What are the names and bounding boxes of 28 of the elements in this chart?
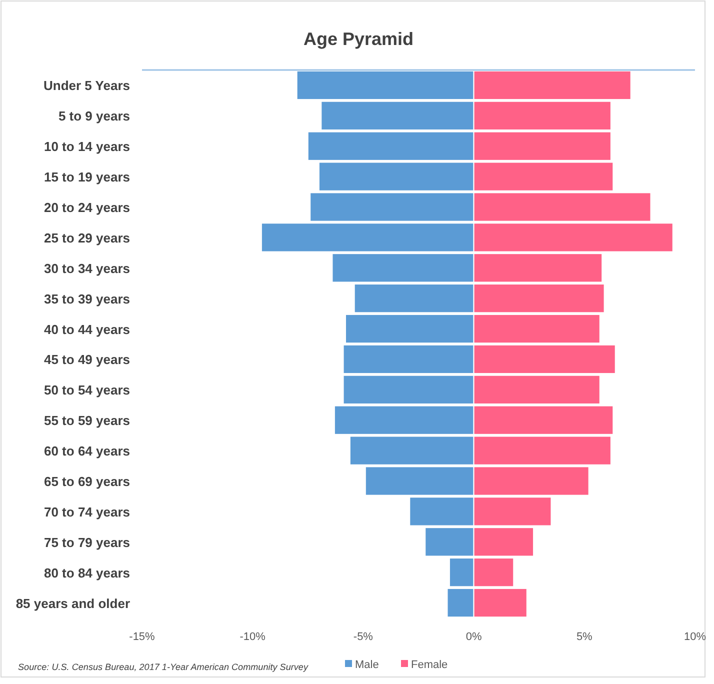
y-tick-label: 55 to 59 years	[44, 413, 130, 428]
x-tick-label: -15%	[129, 631, 156, 643]
y-tick-label: 70 to 74 years	[44, 504, 130, 520]
y-tick-label: 60 to 64 years	[44, 444, 130, 459]
y-tick-label: 45 to 49 years	[44, 352, 130, 368]
y-tick-label: Under 5 Years	[44, 78, 130, 94]
y-tick-label: 10 to 14 years	[44, 139, 130, 154]
x-tick-label: 0%	[466, 631, 482, 643]
x-tick-label: -10%	[240, 631, 266, 643]
y-tick-label: 65 to 69 years	[44, 474, 130, 489]
y-tick-label: 80 to 84 years	[44, 565, 130, 580]
y-tick-label: 35 to 39 years	[44, 291, 130, 306]
y-tick-label: 25 to 29 years	[44, 230, 130, 246]
y-tick-label: 30 to 34 years	[44, 260, 130, 276]
x-tick-label: -5%	[353, 631, 374, 643]
legend-label: Male	[355, 659, 379, 671]
y-tick-label: 20 to 24 years	[44, 200, 130, 215]
y-tick-label: 15 to 19 years	[44, 170, 130, 185]
y-tick-label: 75 to 79 years	[44, 534, 130, 550]
x-tick-label: 10%	[684, 631, 706, 643]
chart-title: Age Pyramid	[303, 29, 414, 49]
source-note: Source: U.S. Census Bureau, 2017 1-Year American Community Survey	[18, 662, 308, 672]
y-tick-label: 40 to 44 years	[44, 322, 130, 337]
legend-label: Female	[411, 659, 448, 671]
x-tick-label: 5%	[576, 631, 593, 643]
y-tick-label: 5 to 9 years	[58, 108, 130, 124]
y-tick-label: 85 years and older	[16, 596, 130, 611]
y-tick-label: 50 to 54 years	[44, 382, 130, 398]
